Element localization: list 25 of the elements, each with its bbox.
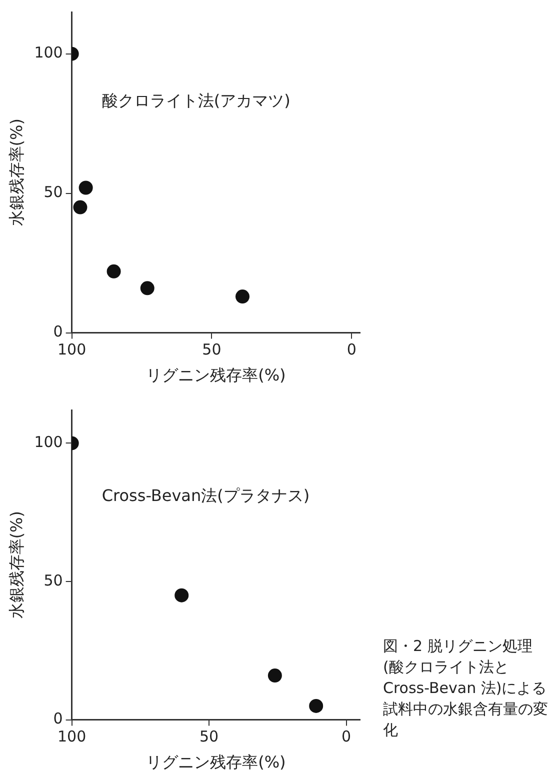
text: 図・2 脱リグニン処理(酸クロライト法とCross-Bevan 法)による試料中の水銀含有量の変化 bbox=[383, 636, 549, 741]
text: Cross-Bevan法(プラタナス) bbox=[102, 486, 310, 505]
point bbox=[106, 264, 121, 278]
point bbox=[78, 180, 93, 195]
x-tick-label: 0 bbox=[342, 728, 352, 746]
y-tick-label: 100 bbox=[34, 44, 63, 62]
point bbox=[309, 698, 324, 713]
point bbox=[140, 281, 154, 296]
y-tick-label: 0 bbox=[53, 710, 63, 728]
y-axis-title: 水銀残存率(%) bbox=[6, 511, 26, 619]
y-tick-label: 50 bbox=[44, 183, 63, 202]
x-axis-title: リグニン残存率(%) bbox=[146, 366, 286, 385]
x-tick-label: 50 bbox=[202, 340, 222, 359]
text: 酸クロライト法(アカマツ) bbox=[102, 90, 290, 110]
x-tick-label: 50 bbox=[200, 728, 219, 746]
y-tick-label: 100 bbox=[34, 433, 63, 452]
y-axis-title: 水銀残存率(%) bbox=[6, 118, 26, 226]
y-tick-label: 0 bbox=[53, 322, 63, 341]
point bbox=[268, 668, 282, 683]
point bbox=[235, 290, 250, 304]
point bbox=[174, 588, 189, 602]
x-tick-label: 0 bbox=[346, 340, 356, 359]
point bbox=[73, 200, 88, 214]
x-axis-title: リグニン残存率(%) bbox=[146, 752, 286, 772]
y-tick-label: 50 bbox=[44, 571, 63, 590]
